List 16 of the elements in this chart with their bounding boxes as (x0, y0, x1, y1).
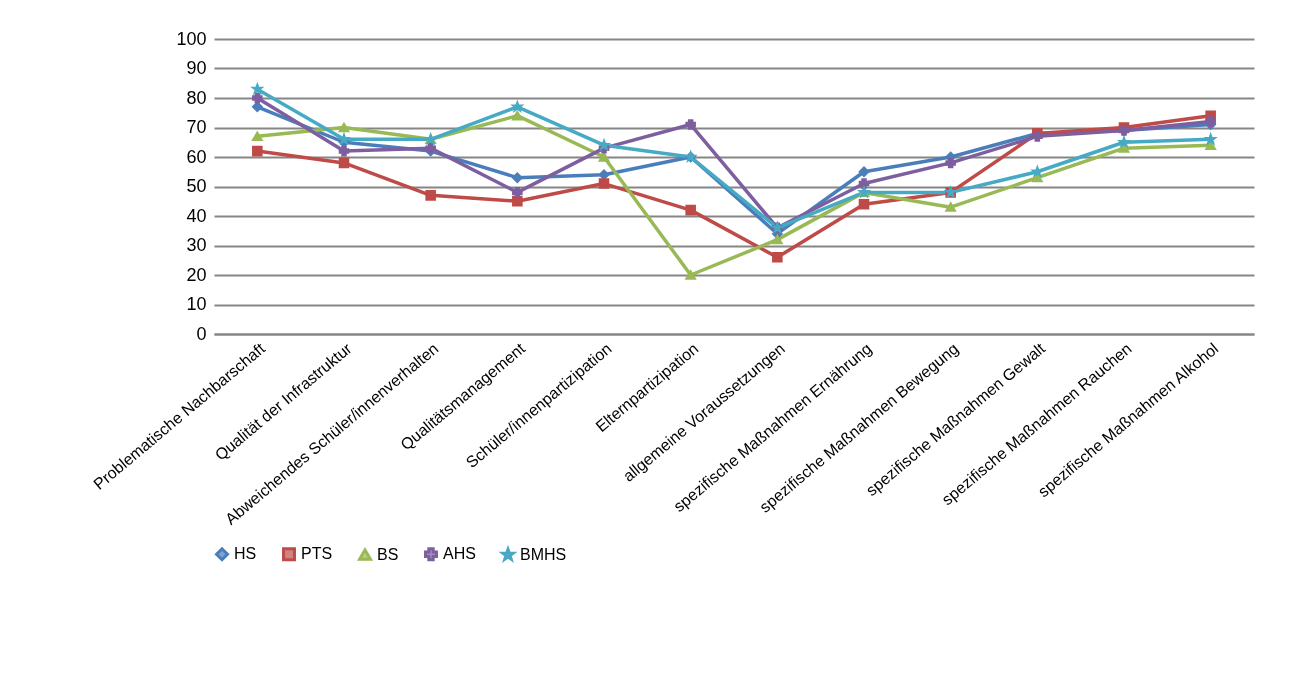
y-tick-label: 100 (176, 28, 207, 49)
y-tick-label: 70 (186, 117, 207, 137)
y-tick-label: 30 (186, 235, 207, 255)
y-tick-label: 20 (186, 264, 207, 285)
legend-label: BMHS (520, 545, 567, 563)
legend-label: HS (234, 545, 257, 563)
y-tick-label: 40 (186, 205, 207, 226)
y-tick-label: 50 (186, 176, 207, 196)
legend-label: AHS (443, 545, 476, 563)
y-tick-label: 0 (196, 323, 207, 344)
y-tick-label: 80 (186, 87, 207, 108)
legend-label: BS (377, 545, 399, 563)
y-tick-label: 10 (186, 294, 207, 314)
y-tick-label: 60 (186, 146, 207, 167)
y-tick-label: 90 (186, 58, 207, 78)
legend-label: PTS (301, 545, 333, 563)
